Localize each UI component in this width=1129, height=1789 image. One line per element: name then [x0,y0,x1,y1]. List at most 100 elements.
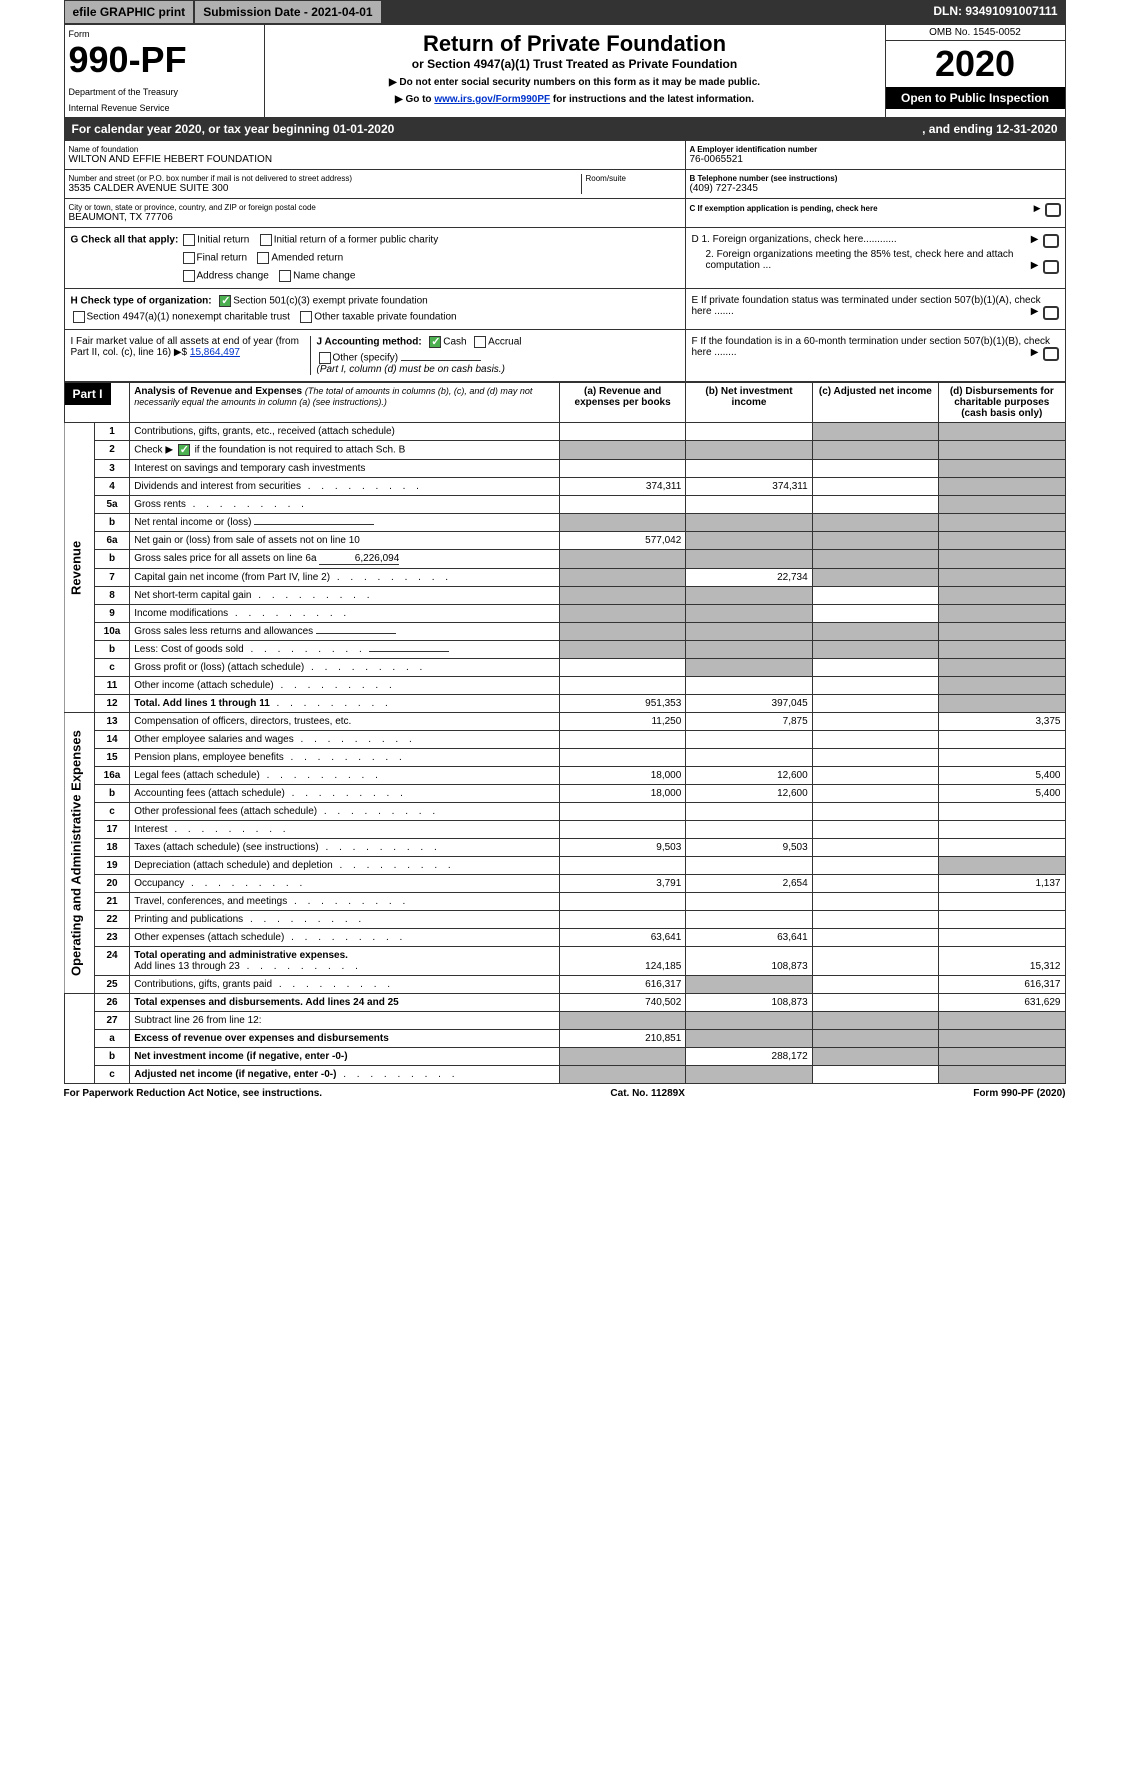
line-18-a: 9,503 [559,839,685,857]
line-21: Travel, conferences, and meetings [130,893,560,911]
checkbox-accrual[interactable] [474,336,486,348]
city-state-zip: BEAUMONT, TX 77706 [69,212,681,223]
checkbox-c[interactable] [1045,203,1061,217]
checkbox-d2[interactable] [1043,260,1059,274]
line-3: Interest on savings and temporary cash i… [130,460,560,478]
checkbox-cash[interactable] [429,336,441,348]
ein-label: A Employer identification number [690,145,1061,154]
line-5b: Net rental income or (loss) [130,514,560,532]
part1-label: Part I [65,383,111,405]
j-other: Other (specify) [333,353,399,364]
form-label: Form [69,29,260,39]
ein: 76-0065521 [690,154,1061,165]
line-16b: Accounting fees (attach schedule) [130,785,560,803]
col-c-header: (c) Adjusted net income [812,383,938,423]
line-12-b: 397,045 [686,695,812,713]
line-16a: Legal fees (attach schedule) [130,767,560,785]
checkbox-d1[interactable] [1043,234,1059,248]
note2-prefix: ▶ Go to [395,94,434,105]
line-20-d: 1,137 [939,875,1065,893]
col-d-header: (d) Disbursements for charitable purpose… [939,383,1065,423]
section-g-d: G Check all that apply: Initial return I… [64,228,1066,289]
j-note: (Part I, column (d) must be on cash basi… [317,364,679,375]
city-label: City or town, state or province, country… [69,203,681,212]
dln: DLN: 93491091007111 [382,0,1066,24]
j-label: J Accounting method: [317,337,422,348]
checkbox-initial[interactable] [183,234,195,246]
line-8: Net short-term capital gain [130,587,560,605]
part1-title: Analysis of Revenue and Expenses [134,386,302,397]
section-i-j-f: I Fair market value of all assets at end… [64,330,1066,382]
line-25: Contributions, gifts, grants paid [130,976,560,994]
checkbox-final[interactable] [183,252,195,264]
irs-link[interactable]: www.irs.gov/Form990PF [434,94,550,105]
line-16a-b: 12,600 [686,767,812,785]
line-5a: Gross rents [130,496,560,514]
line-18-b: 9,503 [686,839,812,857]
street-address: 3535 CALDER AVENUE SUITE 300 [69,183,581,194]
line-10b: Less: Cost of goods sold [130,641,560,659]
calendar-year-row: For calendar year 2020, or tax year begi… [64,118,1066,140]
e-label: E If private foundation status was termi… [692,295,1041,317]
phone: (409) 727-2345 [690,183,1061,194]
checkbox-other-acct[interactable] [319,352,331,364]
checkbox-other-tax[interactable] [300,311,312,323]
name-label: Name of foundation [69,145,681,154]
efile-btn[interactable]: efile GRAPHIC print [64,0,195,24]
checkbox-f[interactable] [1043,347,1059,361]
d2-label: 2. Foreign organizations meeting the 85%… [706,249,1014,271]
line-20-a: 3,791 [559,875,685,893]
dept-irs: Internal Revenue Service [69,103,260,113]
checkbox-initial-former[interactable] [260,234,272,246]
footer: For Paperwork Reduction Act Notice, see … [64,1084,1066,1103]
fmv-link[interactable]: 15,864,497 [190,347,240,358]
line-1: Contributions, gifts, grants, etc., rece… [130,423,560,441]
j-accrual: Accrual [488,337,521,348]
line-27a-a: 210,851 [559,1030,685,1048]
line-12: Total. Add lines 1 through 11 [130,695,560,713]
line-10a: Gross sales less returns and allowances [130,623,560,641]
line-18: Taxes (attach schedule) (see instruction… [130,839,560,857]
checkbox-amended[interactable] [257,252,269,264]
checkbox-sch-b[interactable] [178,444,190,456]
checkbox-name-change[interactable] [279,270,291,282]
dept-treasury: Department of the Treasury [69,87,260,97]
part1-table: Part I Analysis of Revenue and Expenses … [64,382,1066,1084]
open-public: Open to Public Inspection [886,87,1065,109]
phone-label: B Telephone number (see instructions) [690,174,1061,183]
addr-change: Address change [197,271,269,282]
checkbox-4947[interactable] [73,311,85,323]
checkbox-addr-change[interactable] [183,270,195,282]
line-17: Interest [130,821,560,839]
g-label: G Check all that apply: [71,235,179,246]
line-13-d: 3,375 [939,713,1065,731]
line-9: Income modifications [130,605,560,623]
line-16c: Other professional fees (attach schedule… [130,803,560,821]
line-4: Dividends and interest from securities [130,478,560,496]
line-22: Printing and publications [130,911,560,929]
h-4947: Section 4947(a)(1) nonexempt charitable … [87,312,290,323]
h-501c3: Section 501(c)(3) exempt private foundat… [233,296,428,307]
section-h-e: H Check type of organization: Section 50… [64,289,1066,330]
line-27b-b: 288,172 [686,1048,812,1066]
line-4-b: 374,311 [686,478,812,496]
submission-date: Submission Date - 2021-04-01 [194,0,381,24]
form-title: Return of Private Foundation [271,31,879,57]
side-expenses: Operating and Administrative Expenses [64,713,94,994]
checkbox-501c3[interactable] [219,295,231,307]
note2-suffix: for instructions and the latest informat… [553,94,754,105]
checkbox-e[interactable] [1043,306,1059,320]
line-27b: Net investment income (if negative, ente… [130,1048,560,1066]
note-ssn: ▶ Do not enter social security numbers o… [271,77,879,88]
line-19: Depreciation (attach schedule) and deple… [130,857,560,875]
col-a-header: (a) Revenue and expenses per books [559,383,685,423]
final-return: Final return [197,253,248,264]
line-24: Total operating and administrative expen… [130,947,560,976]
line-27c: Adjusted net income (if negative, enter … [130,1066,560,1084]
line-11: Other income (attach schedule) [130,677,560,695]
line-20-b: 2,654 [686,875,812,893]
footer-cat: Cat. No. 11289X [610,1088,684,1099]
h-other: Other taxable private foundation [314,312,456,323]
line-16b-d: 5,400 [939,785,1065,803]
line-6b-val: 6,226,094 [319,553,399,565]
